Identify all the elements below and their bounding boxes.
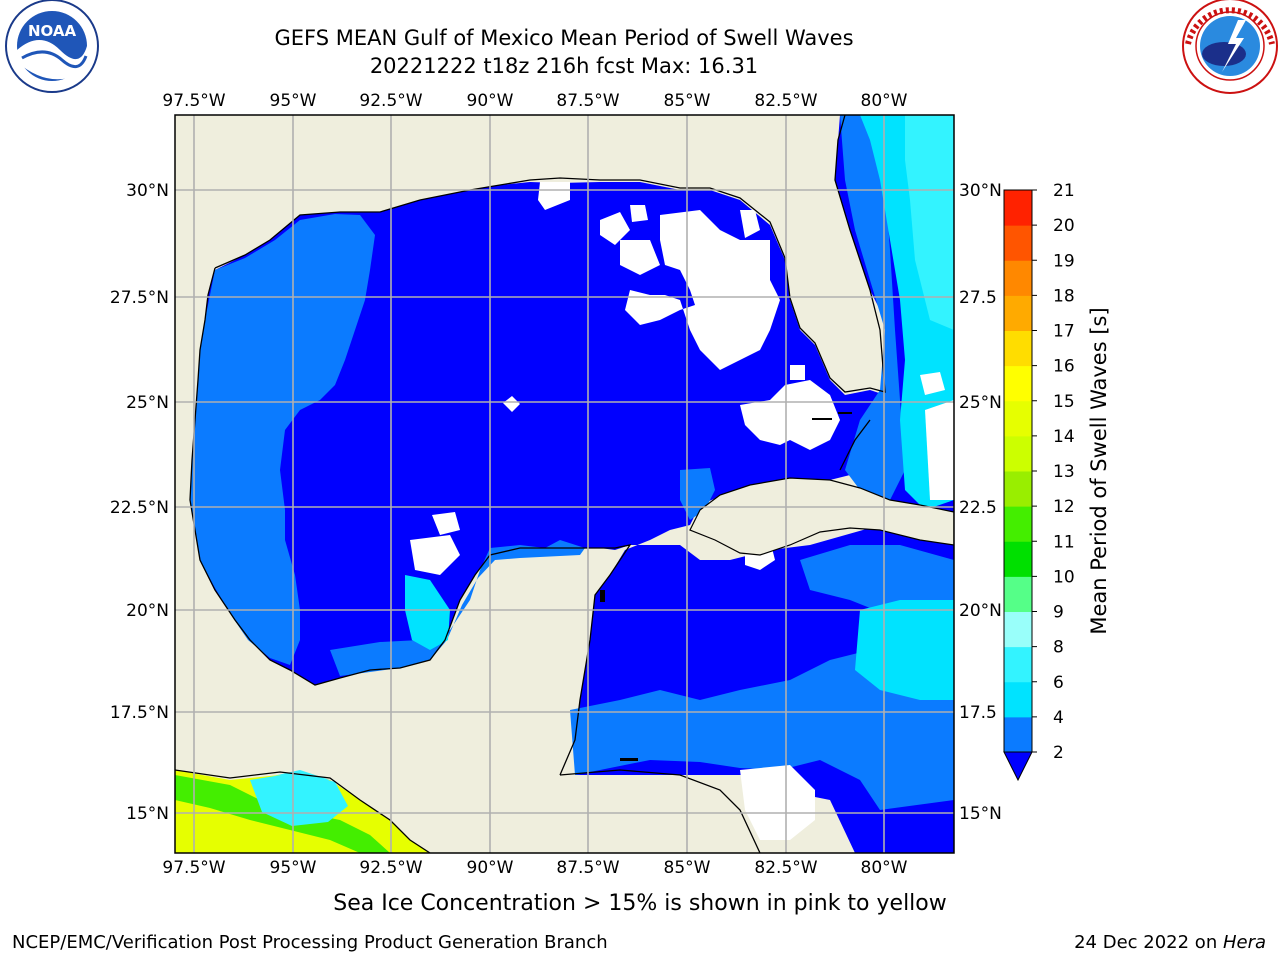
footer-machine: Hera <box>1222 932 1266 953</box>
lon-label: 82.5°W <box>754 91 817 111</box>
lon-label: 87.5°W <box>556 858 619 878</box>
colorbar-segment <box>1004 611 1032 648</box>
colorbar-tick-label: 4 <box>1053 708 1064 728</box>
noaa-logo: NOAA <box>5 0 99 93</box>
chart-title: GEFS MEAN Gulf of Mexico Mean Period of … <box>274 26 854 50</box>
lon-label: 92.5°W <box>359 858 422 878</box>
noaa-logo-text: NOAA <box>28 22 77 40</box>
lat-label: 15°N <box>126 804 169 824</box>
colorbar-segment <box>1004 190 1032 226</box>
colorbar-segment <box>1004 225 1032 261</box>
lat-label: 20°N <box>126 601 169 621</box>
cuba-island <box>689 477 954 556</box>
colorbar-segment <box>1004 576 1032 612</box>
colorbar-tick-label: 19 <box>1053 251 1075 271</box>
colorbar-tick-label: 21 <box>1053 181 1075 201</box>
lat-label: 17.5°N <box>110 703 169 723</box>
colorbar-tick-label: 9 <box>1053 603 1064 623</box>
colorbar-segment <box>1004 471 1032 507</box>
lat-label: 22.5 <box>959 498 997 518</box>
colorbar-tick-label: 6 <box>1053 673 1064 693</box>
lat-label: 27.5 <box>959 288 997 308</box>
colorbar-tick-label: 18 <box>1053 286 1075 306</box>
colorbar-tick-label: 8 <box>1053 638 1064 658</box>
lat-label: 15°N <box>959 804 1002 824</box>
colorbar-tick-label: 17 <box>1053 322 1075 342</box>
nws-logo <box>1182 0 1278 94</box>
colorbar-segment <box>1004 330 1032 367</box>
map-frame <box>174 114 955 854</box>
colorbar-tick-label: 15 <box>1053 392 1075 412</box>
footer-credit: NCEP/EMC/Verification Post Processing Pr… <box>12 932 608 953</box>
colorbar-tick-label: 14 <box>1053 427 1075 447</box>
shelf-florida-east <box>840 115 905 500</box>
colorbar-tick-label: 2 <box>1053 743 1064 763</box>
colorbar-segment <box>1004 295 1032 331</box>
colorbar-segment <box>1004 400 1032 437</box>
caribbean-swell-cyan <box>855 600 954 700</box>
lon-label: 95°W <box>270 91 317 111</box>
colorbar-segment <box>1004 435 1032 472</box>
lat-label: 17.5 <box>959 703 997 723</box>
atlantic-swell-light <box>905 115 954 330</box>
colorbar-segment <box>1004 260 1032 296</box>
lat-label: 25°N <box>126 393 169 413</box>
lon-label: 80°W <box>861 91 908 111</box>
lat-label: 30°N <box>126 181 169 201</box>
shelf-campeche <box>330 540 585 676</box>
colorbar-tick-label: 10 <box>1053 567 1075 587</box>
lat-label: 25°N <box>959 393 1002 413</box>
colorbar-segment <box>1004 541 1032 577</box>
lat-label: 27.5°N <box>110 288 169 308</box>
lon-label: 97.5°W <box>162 858 225 878</box>
colorbar-tick-label: 11 <box>1053 532 1075 552</box>
footer-date-text: 24 Dec 2022 on <box>1074 932 1223 953</box>
shelf-western-gulf <box>190 214 375 665</box>
lat-label: 30°N <box>959 181 1002 201</box>
lat-labels-right: 30°N 27.5 25°N 22.5 20°N 17.5 15°N <box>959 181 1002 824</box>
lon-label: 92.5°W <box>359 91 422 111</box>
lon-label: 90°W <box>467 91 514 111</box>
colorbar-extend-arrow <box>1003 751 1033 782</box>
colorbar-tick-label: 12 <box>1053 497 1075 517</box>
lon-label: 97.5°W <box>162 91 225 111</box>
lon-label: 80°W <box>861 858 908 878</box>
missing-data-patches <box>410 182 954 840</box>
shelf-caribbean <box>570 650 954 810</box>
lon-labels-top: 97.5°W 95°W 92.5°W 90°W 87.5°W 85°W 82.5… <box>162 91 907 111</box>
map-area <box>175 115 954 853</box>
lat-label: 20°N <box>959 601 1002 621</box>
lon-labels-bottom: 97.5°W 95°W 92.5°W 90°W 87.5°W 85°W 82.5… <box>162 858 907 878</box>
colorbar-segment <box>1004 365 1032 402</box>
sea-ice-note: Sea Ice Concentration > 15% is shown in … <box>333 891 947 916</box>
colorbar-segment <box>1004 716 1032 753</box>
colorbar-segment <box>1004 646 1032 683</box>
campeche-swell-cyan <box>405 575 450 650</box>
colorbar-label: Mean Period of Swell Waves [s] <box>1087 307 1111 634</box>
colorbar-tick-label: 13 <box>1053 462 1075 482</box>
lon-label: 85°W <box>664 91 711 111</box>
lon-label: 87.5°W <box>556 91 619 111</box>
lon-label: 90°W <box>467 858 514 878</box>
colorbar-tick-label: 20 <box>1053 216 1075 236</box>
lon-label: 95°W <box>270 858 317 878</box>
lon-label: 82.5°W <box>754 858 817 878</box>
lat-label: 22.5°N <box>110 498 169 518</box>
keys-islands <box>600 412 852 761</box>
lon-label: 85°W <box>664 858 711 878</box>
colorbar-segment <box>1004 681 1032 718</box>
colorbar-segment <box>1004 506 1032 542</box>
footer-date: 24 Dec 2022 on Hera <box>1074 932 1266 953</box>
colorbar-tick-label: 16 <box>1053 357 1075 377</box>
graticule <box>175 115 954 853</box>
chart-subtitle: 20221222 t18z 216h fcst Max: 16.31 <box>369 54 759 78</box>
colorbar: 2 4 6 8 9 10 11 12 13 14 15 16 17 18 19 20 21 <box>1003 181 1075 782</box>
lat-labels-left: 30°N 27.5°N 25°N 22.5°N 20°N 17.5°N 15°N <box>110 181 169 824</box>
